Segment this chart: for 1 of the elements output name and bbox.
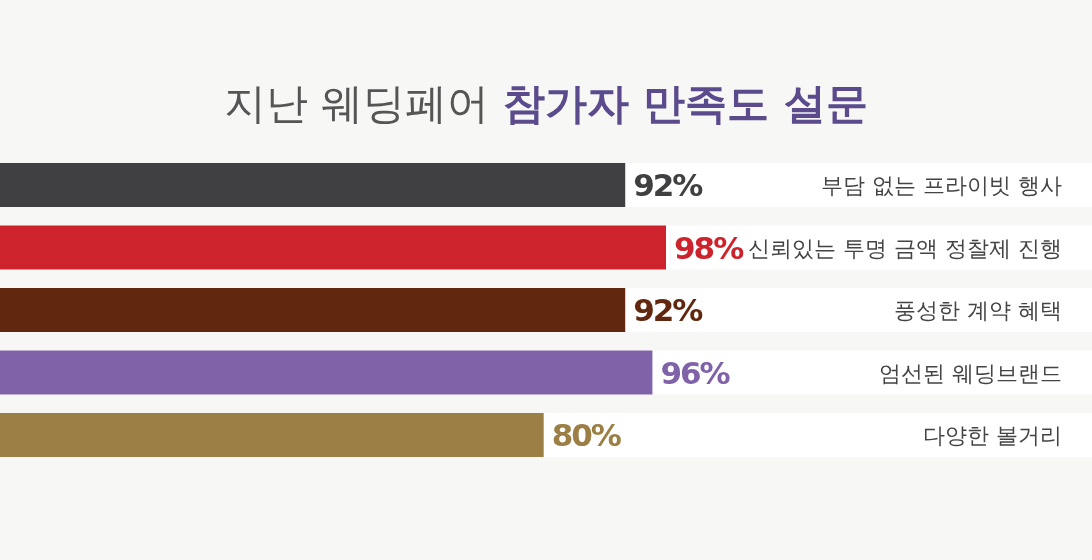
title: 지난 웨딩페어 참가자 만족도 설문 — [224, 79, 868, 128]
